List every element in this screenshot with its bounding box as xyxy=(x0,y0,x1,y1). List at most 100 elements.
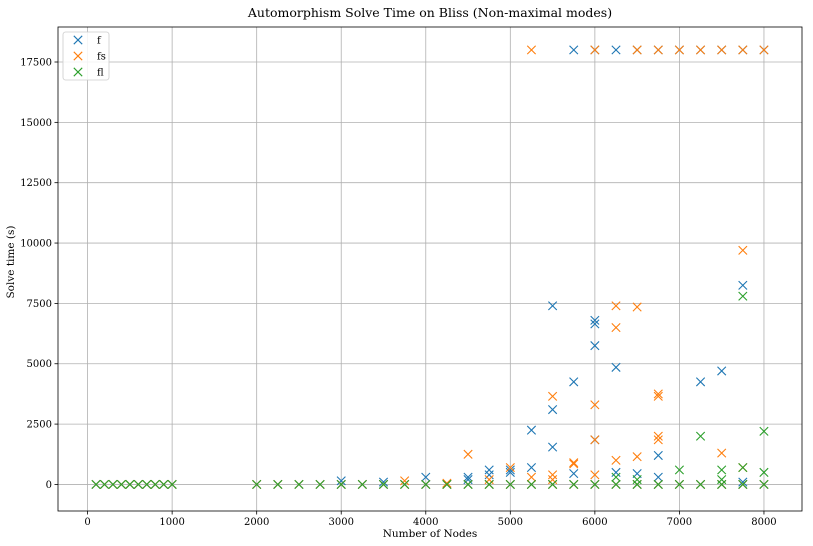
y-tick-label: 0 xyxy=(46,480,52,491)
data-point-f xyxy=(738,477,748,487)
x-tick-label: 3000 xyxy=(329,517,354,528)
data-point-fl xyxy=(315,479,325,490)
x-tick-label: 0 xyxy=(84,517,90,528)
data-point-f xyxy=(569,377,579,387)
data-point-fl xyxy=(125,479,135,490)
data-point-fs xyxy=(548,391,558,401)
data-point-fl xyxy=(294,479,304,490)
data-point-fl xyxy=(378,479,389,490)
data-point-f xyxy=(378,477,389,487)
data-point-f xyxy=(695,377,706,387)
x-tick-label: 6000 xyxy=(582,517,607,528)
data-point-fl xyxy=(108,479,118,490)
y-axis-label: Solve time (s) xyxy=(5,225,17,298)
y-tick-label: 17500 xyxy=(20,58,52,69)
data-point-fs xyxy=(653,391,663,401)
legend-label-f: f xyxy=(97,36,102,47)
data-point-fs xyxy=(611,455,621,465)
data-point-fs xyxy=(759,45,769,55)
data-point-f xyxy=(548,442,558,452)
data-point-fl xyxy=(548,479,558,490)
data-point-fs xyxy=(717,45,727,55)
data-point-fl xyxy=(674,465,684,475)
data-point-fl xyxy=(738,291,748,301)
data-point-fs xyxy=(611,301,621,311)
data-point-fs xyxy=(738,245,748,255)
y-tick-label: 7500 xyxy=(27,299,52,310)
data-point-f xyxy=(526,462,537,473)
data-point-f xyxy=(484,465,494,475)
x-tick-label: 5000 xyxy=(498,517,523,528)
data-point-fs xyxy=(400,476,410,486)
legend-marker-fs xyxy=(73,51,83,61)
data-point-fs xyxy=(569,459,579,469)
data-point-f xyxy=(738,280,748,290)
chart-title: Automorphism Solve Time on Bliss (Non-ma… xyxy=(247,5,612,20)
data-point-f xyxy=(336,476,346,486)
y-tick-label: 12500 xyxy=(20,178,52,189)
data-point-fl xyxy=(590,479,600,490)
x-tick-label: 4000 xyxy=(413,517,438,528)
data-point-f xyxy=(611,362,621,372)
data-point-fs xyxy=(611,322,621,333)
data-point-f xyxy=(611,45,621,55)
data-point-fs xyxy=(526,472,537,482)
data-point-f xyxy=(463,472,473,482)
data-point-fl xyxy=(116,479,126,490)
y-tick-label: 5000 xyxy=(27,359,52,370)
data-point-f xyxy=(569,468,579,479)
data-point-fs xyxy=(590,400,600,410)
data-point-fl xyxy=(336,479,346,490)
data-point-f xyxy=(421,472,431,482)
data-point-fl xyxy=(695,431,706,441)
data-point-f xyxy=(548,405,558,415)
data-point-fs xyxy=(548,470,558,480)
y-tick-label: 15000 xyxy=(20,118,52,129)
data-point-fl xyxy=(526,479,537,490)
data-point-fs xyxy=(653,435,663,445)
data-point-fl xyxy=(421,479,431,490)
data-point-fs xyxy=(526,45,537,55)
data-points xyxy=(91,45,769,490)
data-point-fl xyxy=(611,472,621,482)
data-point-fl xyxy=(653,479,663,490)
data-point-fl xyxy=(759,479,769,490)
data-point-fl xyxy=(400,479,410,490)
data-point-f xyxy=(590,315,600,325)
data-point-fl xyxy=(505,479,515,490)
data-point-fl xyxy=(159,479,169,490)
data-point-fs xyxy=(463,449,473,459)
data-point-fs xyxy=(632,452,642,462)
data-point-fs xyxy=(590,45,600,55)
data-point-f xyxy=(653,472,663,482)
data-point-fl xyxy=(133,479,143,490)
data-point-f xyxy=(505,465,515,475)
legend-label-fl: fl xyxy=(97,68,104,79)
grid xyxy=(58,27,802,511)
data-point-fs xyxy=(674,45,684,55)
data-point-fl xyxy=(167,479,177,490)
data-point-fs xyxy=(632,45,642,55)
data-point-fl xyxy=(252,479,262,490)
data-point-fs xyxy=(590,470,600,480)
data-point-fs xyxy=(590,435,600,445)
data-point-f xyxy=(569,45,579,55)
x-axis-label: Number of Nodes xyxy=(383,528,478,540)
data-point-fl xyxy=(674,479,684,490)
data-point-f xyxy=(653,450,663,461)
data-point-fl xyxy=(611,479,621,490)
legend-marker-fl xyxy=(73,67,83,77)
data-point-fs xyxy=(505,462,515,473)
data-point-fs xyxy=(717,448,727,458)
series-fl xyxy=(91,291,769,490)
data-point-fl xyxy=(357,479,367,490)
data-point-f xyxy=(526,425,537,435)
data-point-f xyxy=(590,319,600,329)
y-tick-label: 2500 xyxy=(27,420,52,431)
data-point-fs xyxy=(653,45,663,55)
legend-marker-f xyxy=(73,35,83,45)
data-point-fs xyxy=(569,458,579,468)
x-tick-label: 2000 xyxy=(244,517,269,528)
